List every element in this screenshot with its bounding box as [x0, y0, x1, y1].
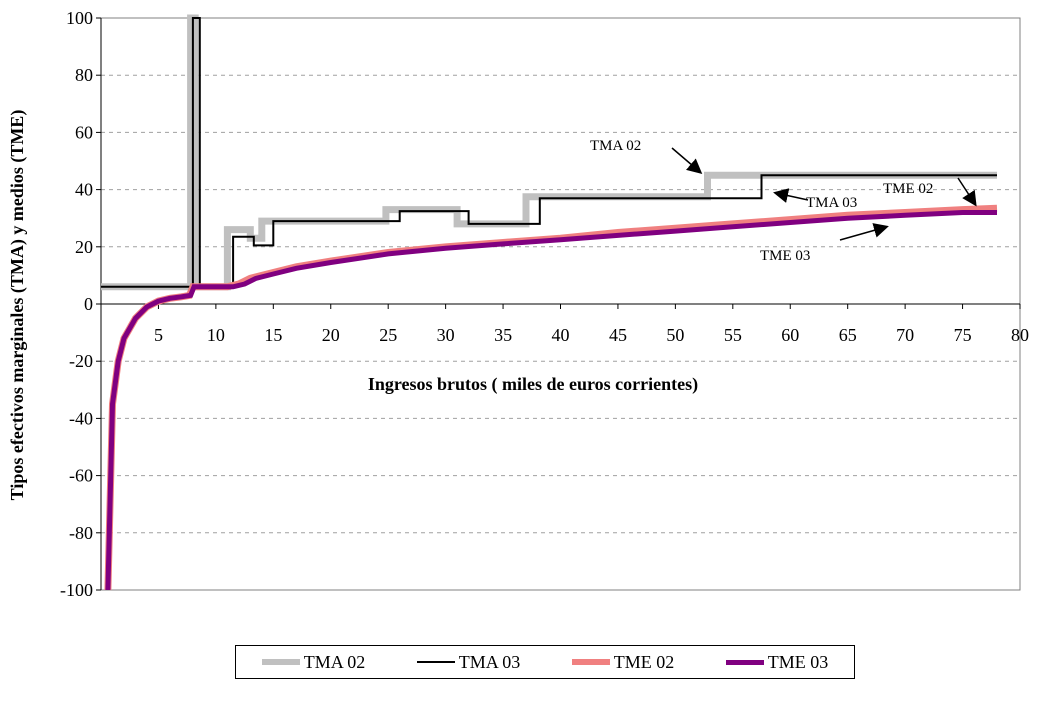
y-tick-label-1: 80 [75, 65, 93, 85]
grid-lines [101, 74, 1020, 534]
x-tick-label-14: 75 [954, 325, 972, 345]
x-tick-label-11: 60 [781, 325, 799, 345]
x-tick-label-9: 50 [666, 325, 684, 345]
series-line-tma-03 [101, 17, 997, 288]
arrow-tma02 [671, 147, 703, 174]
x-tick-label-1: 10 [207, 325, 225, 345]
annotation-tma02: TMA 02 [590, 138, 641, 154]
legend-item-tme03: TME 03 [725, 651, 829, 673]
legend-swatch-tme02 [571, 659, 610, 665]
arrow-tme03 [839, 223, 889, 241]
y-tick-label-0: 100 [66, 8, 93, 28]
x-tick-label-0: 5 [154, 325, 163, 345]
y-axis-label: Tipos efectivos marginales (TMA) y medio… [7, 110, 28, 501]
x-tick-label-15: 80 [1011, 325, 1029, 345]
series-layer [101, 14, 998, 591]
legend-item-tma03: TMA 03 [416, 651, 521, 673]
arrow-tma03 [773, 188, 809, 203]
legend-item-tme02: TME 02 [571, 651, 675, 673]
x-tick-label-5: 30 [437, 325, 455, 345]
y-tick-label-8: -60 [69, 466, 93, 486]
legend-label-tme02: TME 02 [613, 651, 675, 672]
legend-swatch-tma03 [416, 661, 455, 663]
y-tick-label-7: -40 [69, 408, 93, 428]
tick-labels: 100 80 60 40 20 0 -20 -40 -60 -80 -100 5 10 15 20 25 30 3… [60, 8, 1029, 600]
annotation-tme02: TME 02 [883, 181, 933, 197]
x-tick-label-12: 65 [839, 325, 857, 345]
series-line-tma-02 [101, 14, 997, 291]
x-tick-label-10: 55 [724, 325, 742, 345]
legend-label-tme03: TME 03 [767, 651, 829, 672]
y-tick-label-3: 40 [75, 180, 93, 200]
plot-frame [96, 17, 1021, 591]
legend-label-tma03: TMA 03 [458, 651, 521, 672]
y-tick-label-5: 0 [84, 294, 93, 314]
x-tick-label-2: 15 [264, 325, 282, 345]
y-tick-label-4: 20 [75, 237, 93, 257]
annotation-tme03: TME 03 [760, 248, 810, 264]
x-axis-label: Ingresos brutos ( miles de euros corrien… [368, 374, 698, 395]
y-tick-label-9: -80 [69, 523, 93, 543]
x-tick-label-8: 45 [609, 325, 627, 345]
x-tick-label-6: 35 [494, 325, 512, 345]
y-tick-label-2: 60 [75, 122, 93, 142]
legend-swatch-tme03 [725, 659, 764, 665]
x-tick-label-7: 40 [552, 325, 570, 345]
x-tick-label-4: 25 [379, 325, 397, 345]
annotation-arrows [671, 147, 977, 241]
x-tick-label-13: 70 [896, 325, 914, 345]
annotations: TMA 02 TMA 03 TME 02 TME 03 [590, 138, 933, 264]
x-tick-label-3: 20 [322, 325, 340, 345]
legend-item-tma02: TMA 02 [261, 651, 366, 673]
annotation-tma03: TMA 03 [806, 195, 857, 211]
legend: TMA 02 TMA 03 TME 02 TME 03 [235, 645, 855, 679]
y-tick-label-10: -100 [60, 580, 93, 600]
series-line-tme-03 [105, 210, 997, 591]
legend-label-tma02: TMA 02 [303, 651, 366, 672]
legend-swatch-tma02 [261, 659, 300, 665]
arrow-tme02 [957, 177, 977, 207]
y-tick-label-6: -20 [69, 351, 93, 371]
